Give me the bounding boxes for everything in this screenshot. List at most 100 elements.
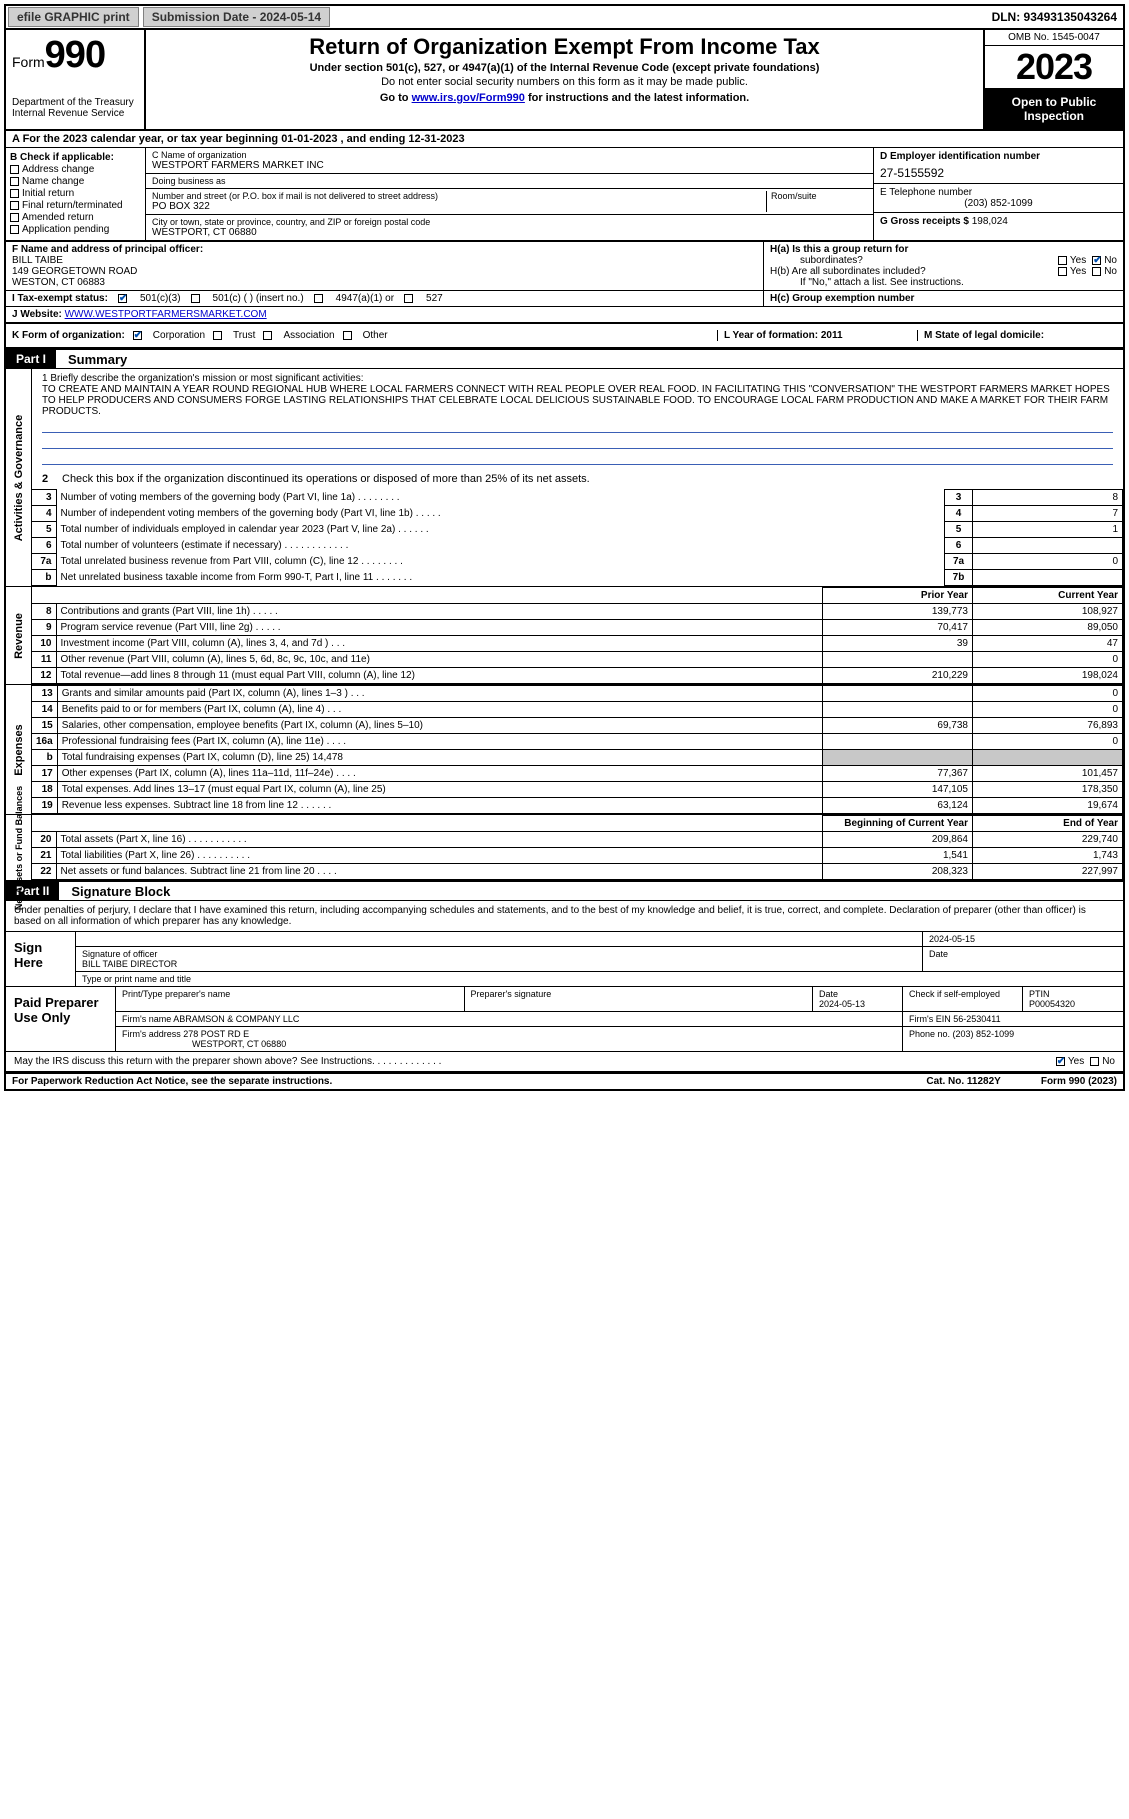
officer-name: BILL TAIBE: [12, 255, 757, 266]
form-subtitle-3: Go to www.irs.gov/Form990 for instructio…: [156, 92, 973, 104]
mission-block: 1 Briefly describe the organization's mi…: [32, 369, 1123, 469]
table-row: 9Program service revenue (Part VIII, lin…: [32, 620, 1123, 636]
activities-governance: Activities & Governance 1 Briefly descri…: [6, 369, 1123, 586]
chk-final-return[interactable]: Final return/terminated: [10, 200, 141, 211]
checkbox-icon[interactable]: [1090, 1057, 1099, 1066]
chk-address-change[interactable]: Address change: [10, 164, 141, 175]
firm-addr2: WESTPORT, CT 06880: [192, 1039, 286, 1049]
checkbox-icon: [10, 177, 19, 186]
tax-year: 2023: [985, 46, 1123, 89]
discuss-row: May the IRS discuss this return with the…: [6, 1052, 1123, 1073]
signature-block: Under penalties of perjury, I declare th…: [6, 901, 1123, 1073]
form-of-org-label: K Form of organization:: [12, 330, 125, 341]
expenses-section: Expenses 13Grants and similar amounts pa…: [6, 684, 1123, 814]
table-row: 17Other expenses (Part IX, column (A), l…: [32, 766, 1123, 782]
officer-addr1: 149 GEORGETOWN ROAD: [12, 266, 757, 277]
row-a-tax-year: A For the 2023 calendar year, or tax yea…: [6, 131, 1123, 148]
form-header: Form990 Department of the Treasury Inter…: [6, 30, 1123, 131]
side-label-revenue: Revenue: [13, 613, 25, 659]
dln-label: DLN: 93493135043264: [992, 10, 1123, 24]
dba-label: Doing business as: [152, 176, 867, 186]
table-row: 20Total assets (Part X, line 16) . . . .…: [32, 832, 1123, 848]
paid-preparer-label: Paid Preparer Use Only: [6, 987, 116, 1051]
year-formation: L Year of formation: 2011: [724, 330, 843, 341]
state-domicile: M State of legal domicile:: [924, 330, 1044, 341]
checkbox-checked-icon[interactable]: [118, 294, 127, 303]
table-row: 22Net assets or fund balances. Subtract …: [32, 864, 1123, 880]
goto-pre: Go to: [380, 92, 412, 104]
checkbox-icon[interactable]: [1058, 256, 1067, 265]
mission-lead: 1 Briefly describe the organization's mi…: [42, 373, 1113, 384]
org-name: WESTPORT FARMERS MARKET INC: [152, 160, 867, 171]
table-row: 3Number of voting members of the governi…: [32, 490, 1123, 506]
footer: For Paperwork Reduction Act Notice, see …: [6, 1073, 1123, 1089]
officer-signed: BILL TAIBE DIRECTOR: [82, 959, 177, 969]
checkbox-icon[interactable]: [191, 294, 200, 303]
sign-here-label: Sign Here: [6, 932, 76, 986]
side-label-governance: Activities & Governance: [13, 414, 25, 541]
part1-bar: Part I Summary: [6, 349, 1123, 369]
city-label: City or town, state or province, country…: [152, 217, 867, 227]
revenue-table: Prior YearCurrent Year8Contributions and…: [32, 587, 1123, 684]
submission-date-badge: Submission Date - 2024-05-14: [143, 7, 330, 27]
checkbox-checked-icon[interactable]: [1056, 1057, 1065, 1066]
table-row: 13Grants and similar amounts paid (Part …: [32, 686, 1123, 702]
type-name-label: Type or print name and title: [76, 972, 1123, 986]
chk-amended-return[interactable]: Amended return: [10, 212, 141, 223]
sig-officer-label: Signature of officer: [82, 949, 157, 959]
checkbox-icon[interactable]: [1092, 267, 1101, 276]
irs-label: Internal Revenue Service: [12, 108, 138, 119]
expenses-table: 13Grants and similar amounts paid (Part …: [32, 685, 1123, 814]
checkbox-checked-icon[interactable]: [1092, 256, 1101, 265]
row-fh: F Name and address of principal officer:…: [6, 242, 1123, 291]
part1-title: Summary: [68, 352, 127, 367]
checkbox-icon[interactable]: [1058, 267, 1067, 276]
self-employed-check[interactable]: Check if self-employed: [909, 989, 1000, 999]
table-row: 19Revenue less expenses. Subtract line 1…: [32, 798, 1123, 814]
underline: [42, 451, 1113, 465]
side-label-netassets: Net Assets or Fund Balances: [14, 785, 24, 909]
table-row: 10Investment income (Part VIII, column (…: [32, 636, 1123, 652]
checkbox-icon[interactable]: [343, 331, 352, 340]
table-row: 4Number of independent voting members of…: [32, 506, 1123, 522]
instructions-link[interactable]: www.irs.gov/Form990: [412, 92, 525, 104]
chk-initial-return[interactable]: Initial return: [10, 188, 141, 199]
table-row: bNet unrelated business taxable income f…: [32, 570, 1123, 586]
penalty-statement: Under penalties of perjury, I declare th…: [6, 901, 1123, 932]
firm-ein: 56-2530411: [953, 1014, 1000, 1024]
form-word: Form: [12, 54, 45, 70]
checkbox-icon[interactable]: [213, 331, 222, 340]
efile-print-button[interactable]: efile GRAPHIC print: [8, 7, 139, 27]
chk-application-pending[interactable]: Application pending: [10, 224, 141, 235]
table-row: 16aProfessional fundraising fees (Part I…: [32, 734, 1123, 750]
checkbox-icon: [10, 189, 19, 198]
governance-table: 3Number of voting members of the governi…: [32, 489, 1123, 586]
section-b: B Check if applicable: Address change Na…: [6, 148, 146, 240]
section-f: F Name and address of principal officer:…: [6, 242, 763, 290]
line-2: 2 Check this box if the organization dis…: [32, 469, 1123, 489]
sig-date1: 2024-05-15: [923, 932, 1123, 946]
info-block: B Check if applicable: Address change Na…: [6, 148, 1123, 242]
checkbox-checked-icon[interactable]: [133, 331, 142, 340]
part2-bar: Part II Signature Block: [6, 881, 1123, 901]
footer-mid: Cat. No. 11282Y: [926, 1076, 1000, 1087]
checkbox-icon[interactable]: [263, 331, 272, 340]
city-value: WESTPORT, CT 06880: [152, 227, 867, 238]
checkbox-icon[interactable]: [314, 294, 323, 303]
checkbox-icon: [10, 201, 19, 210]
goto-post: for instructions and the latest informat…: [525, 92, 749, 104]
website-link[interactable]: WWW.WESTPORTFARMERSMARKET.COM: [65, 309, 267, 320]
checkbox-icon: [10, 225, 19, 234]
table-row: 14Benefits paid to or for members (Part …: [32, 702, 1123, 718]
section-deg: D Employer identification number 27-5155…: [873, 148, 1123, 240]
checkbox-icon[interactable]: [404, 294, 413, 303]
ein-value: 27-5155592: [880, 166, 1117, 180]
sign-here-grid: Sign Here 2024-05-15 Signature of office…: [6, 932, 1123, 987]
form-page: efile GRAPHIC print Submission Date - 20…: [4, 4, 1125, 1091]
prep-sig-label: Preparer's signature: [465, 987, 814, 1011]
form-title: Return of Organization Exempt From Incom…: [156, 34, 973, 60]
part1-label: Part I: [6, 350, 56, 368]
chk-name-change[interactable]: Name change: [10, 176, 141, 187]
paid-preparer-grid: Paid Preparer Use Only Print/Type prepar…: [6, 987, 1123, 1052]
tax-exempt-label: I Tax-exempt status:: [12, 293, 108, 304]
